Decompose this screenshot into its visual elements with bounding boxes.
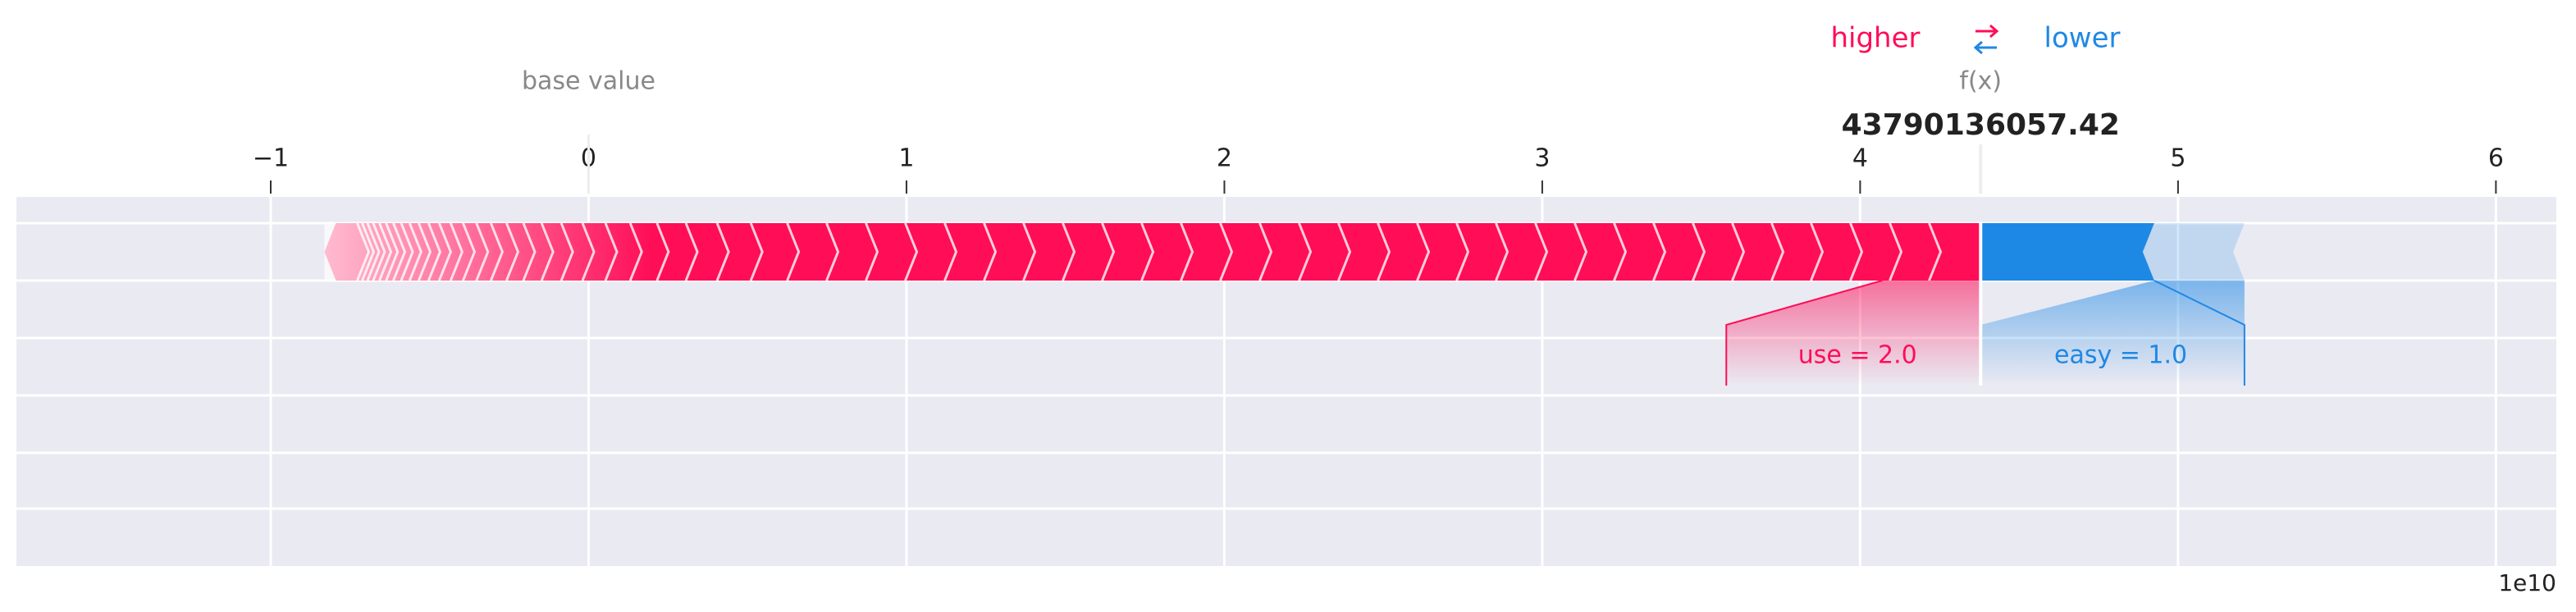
chevron <box>1534 222 1549 281</box>
chevron <box>684 222 699 281</box>
output-value-label: 43790136057.42 <box>1842 108 2120 142</box>
x-tick-label: 4 <box>1852 144 1868 173</box>
chevron <box>1928 222 1943 281</box>
chevron <box>540 222 555 281</box>
chevron <box>361 222 376 281</box>
chevron <box>628 222 643 281</box>
chevron <box>1849 222 1864 281</box>
chevron <box>356 222 371 281</box>
x-tick-label: −1 <box>253 144 289 173</box>
chevron <box>786 222 801 281</box>
chevron <box>1770 222 1785 281</box>
chevron <box>943 222 958 281</box>
chevron <box>1495 222 1510 281</box>
chevron <box>825 222 840 281</box>
chevron <box>462 222 477 281</box>
output-label: f(x) <box>1959 67 2002 96</box>
chevron <box>1455 222 1470 281</box>
chevron <box>1180 222 1194 281</box>
chevron <box>715 222 730 281</box>
chevron <box>366 222 381 281</box>
chevron <box>865 222 879 281</box>
chevron <box>655 222 670 281</box>
chevron <box>1022 222 1037 281</box>
chevron <box>1219 222 1234 281</box>
chevron <box>1298 222 1313 281</box>
chevron <box>449 222 464 281</box>
chevron <box>392 222 407 281</box>
chevron <box>522 222 537 281</box>
negative-bar <box>1980 223 2154 281</box>
chevron <box>475 222 490 281</box>
chevron <box>1101 222 1116 281</box>
x-tick-label: 5 <box>2170 144 2185 173</box>
negative-bar-tail <box>2142 223 2245 281</box>
chevron <box>378 222 393 281</box>
chevron <box>581 222 596 281</box>
chevron <box>1377 222 1391 281</box>
base-value-label: base value <box>522 67 655 96</box>
chevron <box>1140 222 1155 281</box>
axis-offset-label: 1e10 <box>2498 569 2556 596</box>
x-tick-label: 6 <box>2488 144 2504 173</box>
legend-higher: higher <box>1830 22 1920 55</box>
chevron <box>749 222 764 281</box>
legend-lower: lower <box>2044 22 2121 55</box>
chevron <box>505 222 520 281</box>
feature-label: use = 2.0 <box>1798 341 1917 370</box>
chevron <box>418 222 432 281</box>
label-connector-edge <box>1725 280 1883 386</box>
chevron <box>1573 222 1588 281</box>
chevron <box>1692 222 1706 281</box>
chevron <box>385 222 400 281</box>
chevron <box>904 222 919 281</box>
chevron <box>560 222 574 281</box>
chevron <box>983 222 998 281</box>
label-connector <box>1980 281 2245 386</box>
chevron <box>1889 222 1903 281</box>
feature-label: easy = 1.0 <box>2054 341 2187 370</box>
chevron <box>400 222 414 281</box>
chevron <box>1652 222 1667 281</box>
chevron <box>427 222 442 281</box>
chevron <box>1416 222 1431 281</box>
chevron <box>1258 222 1273 281</box>
chevron <box>408 222 422 281</box>
chevron <box>1810 222 1825 281</box>
x-tick-label: 1 <box>898 144 914 173</box>
legend-arrows <box>1973 24 1999 55</box>
chevron <box>604 222 619 281</box>
chevron <box>489 222 505 281</box>
x-tick-label: 2 <box>1217 144 1232 173</box>
label-connector-edge <box>2154 280 2245 386</box>
chevron <box>437 222 452 281</box>
chevron <box>1062 222 1076 281</box>
x-tick-label: 3 <box>1534 144 1550 173</box>
chevron <box>1337 222 1352 281</box>
chevron <box>372 222 386 281</box>
chevron <box>1731 222 1746 281</box>
chevron <box>1613 222 1628 281</box>
